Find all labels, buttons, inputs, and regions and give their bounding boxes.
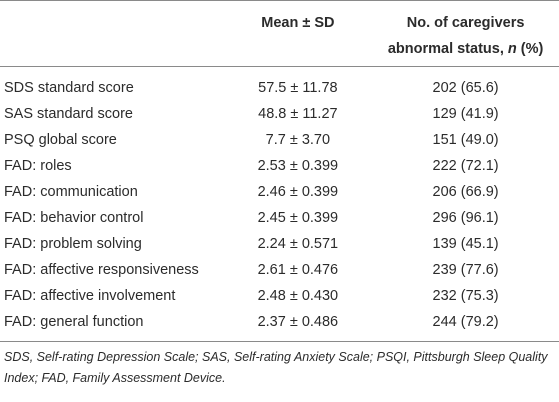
data-table-container: Mean ± SD No. of caregivers abnormal sta…	[0, 0, 559, 342]
table-row: FAD: communication 2.46 ± 0.399 206 (66.…	[0, 179, 559, 205]
header-n-line2: abnormal status, n (%)	[372, 36, 559, 62]
header-caregivers-abnormal: No. of caregivers abnormal status, n (%)	[372, 1, 559, 67]
row-mean-sd: 2.48 ± 0.430	[257, 288, 339, 304]
row-label: FAD: affective responsiveness	[4, 262, 199, 278]
table-row: FAD: roles 2.53 ± 0.399 222 (72.1)	[0, 153, 559, 179]
table-row: FAD: affective responsiveness 2.61 ± 0.4…	[0, 257, 559, 283]
table-row: FAD: affective involvement 2.48 ± 0.430 …	[0, 283, 559, 309]
row-mean-sd: 2.53 ± 0.399	[257, 158, 339, 174]
table-row: FAD: behavior control 2.45 ± 0.399 296 (…	[0, 205, 559, 231]
row-n-percent: 296 (96.1)	[432, 210, 499, 226]
table-header: Mean ± SD No. of caregivers abnormal sta…	[0, 0, 559, 67]
row-mean-sd: 48.8 ± 11.27	[258, 106, 338, 122]
row-mean-sd: 2.45 ± 0.399	[257, 210, 339, 226]
row-label: FAD: affective involvement	[4, 288, 176, 304]
row-n-percent: 239 (77.6)	[432, 262, 499, 278]
row-n-percent: 222 (72.1)	[432, 158, 499, 174]
header-n-line2-prefix: abnormal status,	[387, 41, 508, 57]
row-label: FAD: behavior control	[4, 210, 144, 226]
table-body: SDS standard score 57.5 ± 11.78 202 (65.…	[0, 67, 559, 342]
results-table: Mean ± SD No. of caregivers abnormal sta…	[0, 0, 559, 342]
header-label	[0, 1, 224, 67]
row-label: FAD: communication	[4, 184, 138, 200]
row-mean-sd: 57.5 ± 11.78	[258, 80, 338, 96]
header-n-line1: No. of caregivers	[406, 15, 525, 31]
table-row: FAD: problem solving 2.24 ± 0.571 139 (4…	[0, 231, 559, 257]
row-label: FAD: roles	[4, 158, 72, 174]
row-mean-sd: 2.37 ± 0.486	[257, 314, 339, 330]
row-n-percent: 151 (49.0)	[432, 132, 499, 148]
row-label: SAS standard score	[4, 106, 133, 122]
table-row: FAD: general function 2.37 ± 0.486 244 (…	[0, 309, 559, 342]
table-footnote: SDS, Self-rating Depression Scale; SAS, …	[4, 350, 548, 385]
row-n-percent: 129 (41.9)	[432, 106, 499, 122]
row-n-percent: 202 (65.6)	[432, 80, 499, 96]
row-label: SDS standard score	[4, 80, 134, 96]
row-mean-sd: 2.61 ± 0.476	[257, 262, 339, 278]
row-label: FAD: problem solving	[4, 236, 142, 252]
row-mean-sd: 2.24 ± 0.571	[257, 236, 339, 252]
table-row: SAS standard score 48.8 ± 11.27 129 (41.…	[0, 101, 559, 127]
header-row: Mean ± SD No. of caregivers abnormal sta…	[0, 0, 559, 67]
row-mean-sd: 7.7 ± 3.70	[265, 132, 331, 148]
header-mean-sd: Mean ± SD	[261, 15, 335, 31]
header-n-italic: n	[507, 41, 517, 57]
row-n-percent: 139 (45.1)	[432, 236, 499, 252]
header-n-line2-suffix: (%)	[516, 41, 544, 57]
row-n-percent: 244 (79.2)	[432, 314, 499, 330]
row-mean-sd: 2.46 ± 0.399	[257, 184, 339, 200]
row-label: FAD: general function	[4, 314, 144, 330]
row-n-percent: 206 (66.9)	[432, 184, 499, 200]
row-label: PSQ global score	[4, 132, 117, 148]
table-row: SDS standard score 57.5 ± 11.78 202 (65.…	[0, 67, 559, 102]
row-n-percent: 232 (75.3)	[432, 288, 499, 304]
table-row: PSQ global score 7.7 ± 3.70 151 (49.0)	[0, 127, 559, 153]
